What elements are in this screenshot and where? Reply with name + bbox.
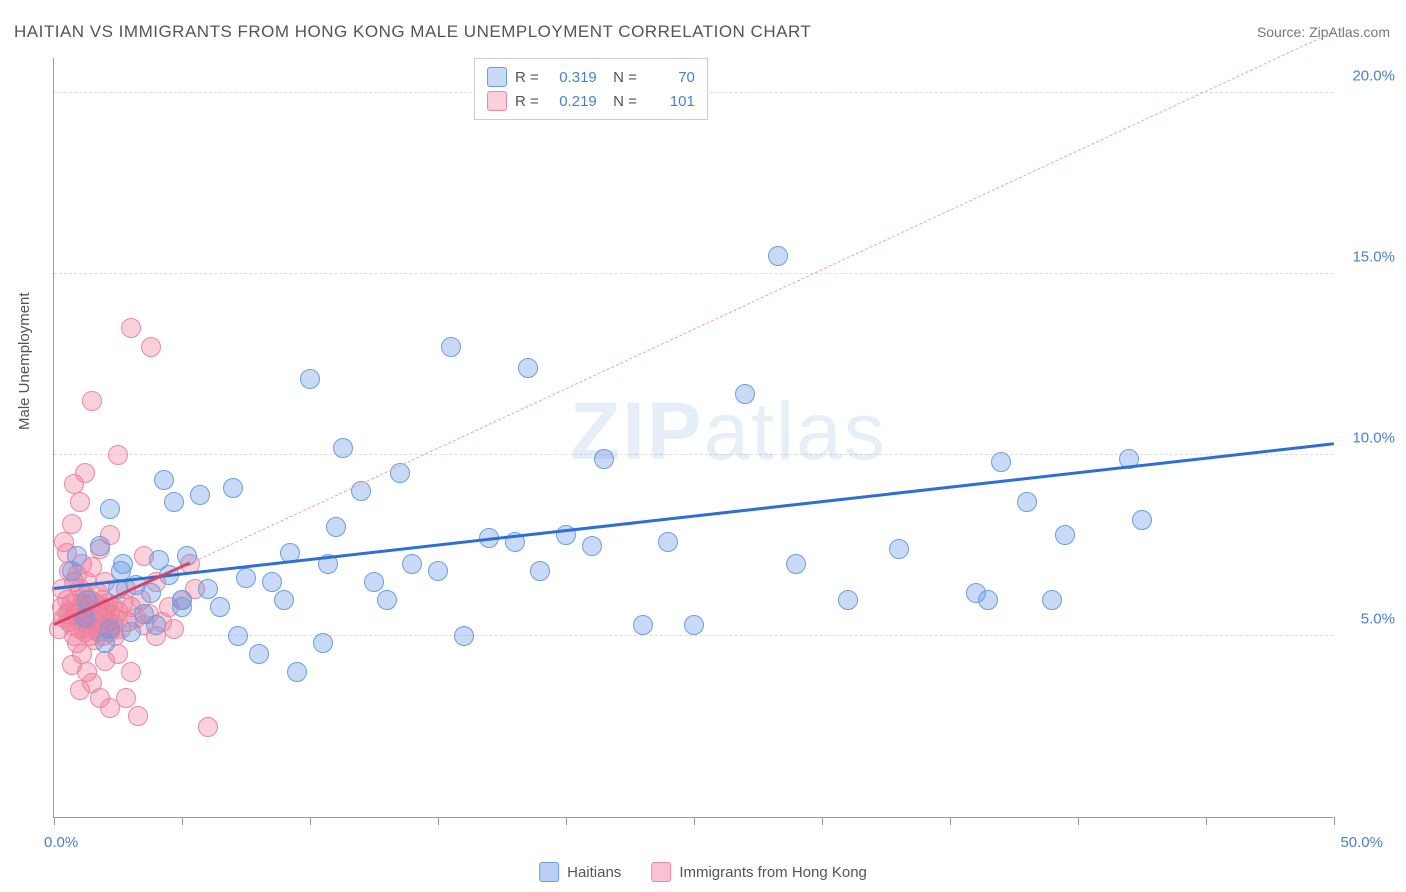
x-label-left: 0.0% — [44, 834, 78, 851]
scatter-point — [67, 546, 87, 566]
scatter-point — [228, 626, 248, 646]
scatter-point — [121, 662, 141, 682]
scatter-point — [70, 492, 90, 512]
scatter-point — [141, 583, 161, 603]
scatter-point — [991, 452, 1011, 472]
scatter-point — [116, 688, 136, 708]
gridline — [54, 454, 1333, 455]
x-tick — [438, 817, 439, 825]
scatter-point — [249, 644, 269, 664]
source-label: Source: ZipAtlas.com — [1257, 24, 1390, 40]
x-tick — [694, 817, 695, 825]
scatter-point — [300, 369, 320, 389]
x-tick — [950, 817, 951, 825]
scatter-point — [198, 579, 218, 599]
scatter-point — [735, 384, 755, 404]
scatter-point — [518, 358, 538, 378]
scatter-point — [121, 622, 141, 642]
y-tick-label: 20.0% — [1352, 68, 1395, 85]
scatter-point — [838, 590, 858, 610]
scatter-point — [100, 499, 120, 519]
chart-title: HAITIAN VS IMMIGRANTS FROM HONG KONG MAL… — [14, 22, 811, 42]
x-tick — [1206, 817, 1207, 825]
scatter-point — [172, 597, 192, 617]
scatter-point — [333, 438, 353, 458]
bottom-legend: Haitians Immigrants from Hong Kong — [539, 862, 867, 882]
scatter-point — [454, 626, 474, 646]
scatter-point — [786, 554, 806, 574]
scatter-point — [113, 554, 133, 574]
scatter-point — [441, 337, 461, 357]
scatter-point — [236, 568, 256, 588]
scatter-point — [75, 463, 95, 483]
gridline — [54, 273, 1333, 274]
scatter-point — [684, 615, 704, 635]
x-tick — [566, 817, 567, 825]
scatter-point — [141, 337, 161, 357]
scatter-point — [313, 633, 333, 653]
scatter-point — [274, 590, 294, 610]
scatter-point — [108, 445, 128, 465]
scatter-point — [377, 590, 397, 610]
legend-label: Haitians — [567, 864, 621, 881]
scatter-point — [594, 449, 614, 469]
scatter-point — [633, 615, 653, 635]
scatter-point — [121, 318, 141, 338]
scatter-point — [1017, 492, 1037, 512]
scatter-point — [82, 391, 102, 411]
y-tick-label: 5.0% — [1361, 611, 1395, 628]
legend-swatch — [487, 67, 507, 87]
trend-line-dashed — [189, 31, 1334, 564]
stats-row: R =0.219 N =101 — [487, 89, 695, 113]
plot-area: 5.0%10.0%15.0%20.0%0.0%50.0%R =0.319 N =… — [53, 58, 1333, 818]
x-tick — [310, 817, 311, 825]
scatter-point — [1042, 590, 1062, 610]
x-tick — [822, 817, 823, 825]
scatter-point — [164, 619, 184, 639]
scatter-point — [210, 597, 230, 617]
scatter-point — [164, 492, 184, 512]
scatter-point — [62, 514, 82, 534]
legend-swatch — [651, 862, 671, 882]
x-tick — [54, 817, 55, 825]
scatter-point — [1132, 510, 1152, 530]
scatter-point — [100, 619, 120, 639]
x-label-right: 50.0% — [1340, 834, 1383, 851]
scatter-point — [190, 485, 210, 505]
scatter-point — [223, 478, 243, 498]
scatter-point — [978, 590, 998, 610]
scatter-point — [146, 615, 166, 635]
y-tick-label: 15.0% — [1352, 249, 1395, 266]
scatter-point — [889, 539, 909, 559]
scatter-point — [1055, 525, 1075, 545]
scatter-point — [90, 536, 110, 556]
stats-row: R =0.319 N =70 — [487, 65, 695, 89]
scatter-point — [287, 662, 307, 682]
y-axis-label: Male Unemployment — [16, 292, 33, 430]
scatter-point — [364, 572, 384, 592]
legend-item: Immigrants from Hong Kong — [651, 862, 867, 882]
stats-legend: R =0.319 N =70R =0.219 N =101 — [474, 58, 708, 120]
y-tick-label: 10.0% — [1352, 430, 1395, 447]
scatter-point — [262, 572, 282, 592]
scatter-point — [326, 517, 346, 537]
legend-label: Immigrants from Hong Kong — [679, 864, 867, 881]
x-tick — [1334, 817, 1335, 825]
scatter-point — [768, 246, 788, 266]
scatter-point — [658, 532, 678, 552]
scatter-point — [154, 470, 174, 490]
legend-item: Haitians — [539, 862, 621, 882]
legend-swatch — [539, 862, 559, 882]
x-tick — [182, 817, 183, 825]
x-tick — [1078, 817, 1079, 825]
scatter-point — [428, 561, 448, 581]
scatter-point — [128, 706, 148, 726]
scatter-point — [530, 561, 550, 581]
scatter-point — [402, 554, 422, 574]
scatter-point — [582, 536, 602, 556]
legend-swatch — [487, 91, 507, 111]
scatter-point — [198, 717, 218, 737]
